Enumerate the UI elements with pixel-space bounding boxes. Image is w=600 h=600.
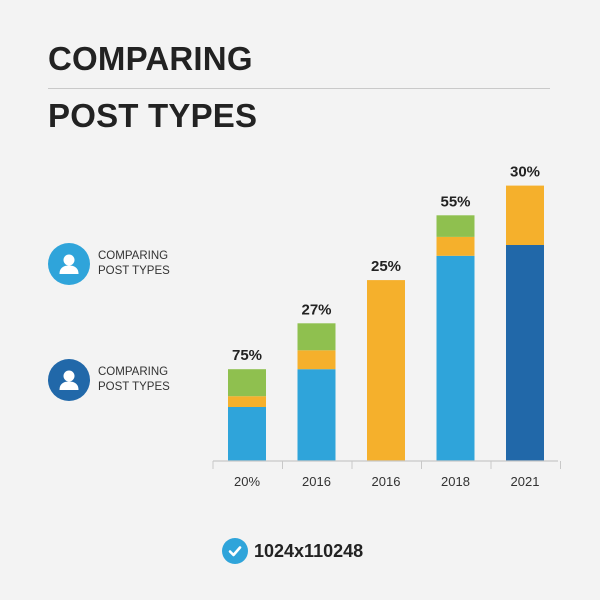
bar-segment-3-0 — [436, 255, 475, 461]
user-icon — [48, 243, 90, 285]
x-tick-label: 20% — [234, 474, 260, 489]
data-label: 55% — [440, 193, 470, 210]
data-label: 75% — [232, 347, 262, 364]
data-label: 25% — [371, 258, 401, 275]
bar-segment-3-2 — [436, 236, 475, 256]
check-circle-icon — [222, 538, 248, 564]
bar-segment-4-2 — [506, 185, 544, 245]
bar-segment-0-0 — [228, 407, 266, 461]
legend-label: COMPARING POST TYPES — [98, 249, 170, 279]
bar-segment-2-2 — [367, 280, 405, 461]
legend-label-line-1: COMPARING — [98, 366, 169, 378]
legend-label-line-2: POST TYPES — [98, 265, 170, 277]
bar-segment-0-3 — [228, 369, 266, 397]
data-label: 30% — [510, 164, 540, 181]
footer-badge: 1024x110248 — [222, 538, 363, 564]
footer-text: 1024x110248 — [254, 540, 364, 561]
legend-item-dark-blue: COMPARING POST TYPES — [48, 359, 170, 401]
page-title-line-2: POST TYPES — [48, 97, 258, 134]
legend-label: COMPARING POST TYPES — [98, 365, 170, 395]
legend-label-line-2: POST TYPES — [98, 381, 170, 393]
user-icon — [48, 359, 90, 401]
x-tick-label: 2021 — [511, 474, 540, 489]
x-tick-label: 2016 — [372, 474, 401, 489]
bar-segment-4-1 — [506, 245, 544, 461]
title-divider — [48, 88, 550, 89]
bar-segment-1-2 — [297, 350, 336, 370]
bar-segment-1-0 — [297, 369, 336, 461]
bar-segment-1-3 — [297, 323, 336, 351]
bar-segment-0-2 — [228, 396, 266, 407]
data-label: 27% — [301, 301, 331, 318]
x-tick-label: 2018 — [441, 474, 470, 489]
legend-label-line-1: COMPARING — [98, 250, 169, 262]
legend-item-light-blue: COMPARING POST TYPES — [48, 243, 170, 285]
x-tick-label: 2016 — [302, 474, 331, 489]
bar-segment-3-3 — [436, 215, 475, 237]
page-title-line-1: COMPARING — [48, 40, 253, 77]
